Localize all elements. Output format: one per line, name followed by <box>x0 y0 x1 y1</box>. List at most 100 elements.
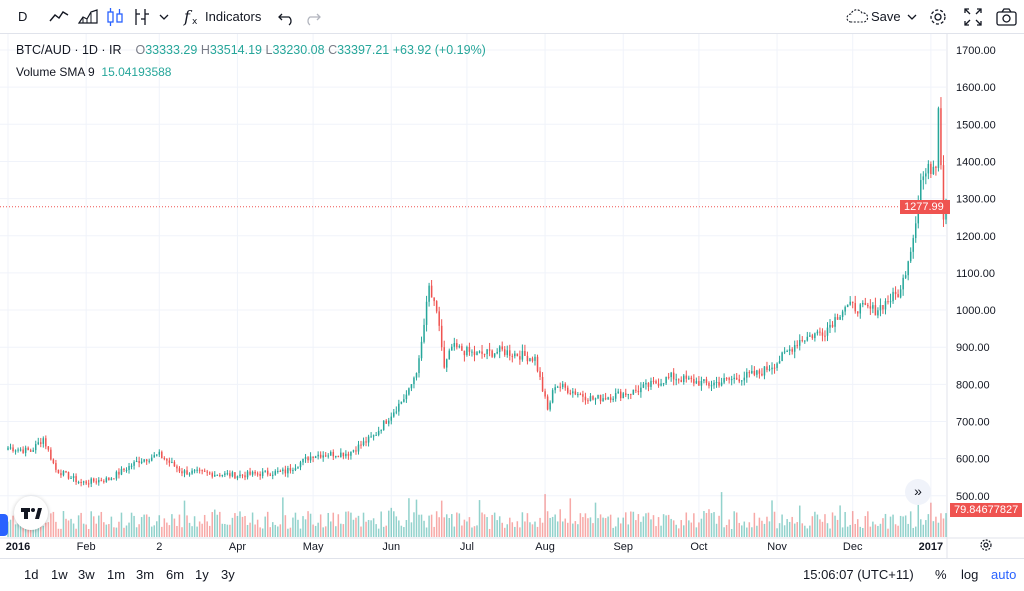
volume-bar <box>695 527 698 537</box>
volume-bar <box>607 516 609 537</box>
volume-bar <box>329 521 332 537</box>
candle-body <box>198 469 201 471</box>
gear-icon[interactable] <box>927 6 949 28</box>
range-button[interactable]: 1m <box>107 567 126 582</box>
candle-body <box>632 389 635 395</box>
candle-body <box>594 398 597 400</box>
chevron-down-icon[interactable] <box>905 6 919 28</box>
range-button[interactable]: 3y <box>221 567 235 582</box>
candle-body <box>733 377 735 380</box>
volume-bar <box>872 521 874 537</box>
redo-icon[interactable] <box>301 6 323 28</box>
volume-bar <box>756 525 758 537</box>
compare-icon[interactable] <box>131 6 153 28</box>
cloud-icon[interactable] <box>845 6 869 28</box>
candles-icon[interactable] <box>104 6 126 28</box>
candle-body <box>693 379 695 384</box>
volume-bar <box>410 522 413 537</box>
candle-body <box>70 477 72 479</box>
volume-bar <box>231 517 234 537</box>
volume-bar <box>324 526 327 537</box>
candle-body <box>466 346 468 356</box>
volume-bar <box>642 516 645 537</box>
volume-bar <box>254 524 256 537</box>
volume-bar <box>332 512 335 537</box>
candle-body <box>274 471 277 475</box>
candle-body <box>314 456 317 458</box>
volume-bar <box>922 524 925 537</box>
candle-body <box>266 470 269 475</box>
candle-body <box>370 436 372 438</box>
candle-body <box>660 383 662 386</box>
volume-bar <box>483 514 486 537</box>
time-tick-label: Jun <box>382 541 400 553</box>
interval-label: D <box>18 9 28 24</box>
camera-icon[interactable] <box>995 6 1019 28</box>
candle-body <box>367 436 370 443</box>
volume-bar <box>183 500 186 537</box>
volume-bar <box>887 528 889 537</box>
volume-bar <box>62 511 65 537</box>
candle-body <box>584 396 587 401</box>
candle-body <box>463 350 466 356</box>
range-button[interactable]: 3m <box>136 567 155 582</box>
interval-button[interactable]: D <box>18 6 27 28</box>
indicators-button[interactable]: Indicators <box>205 6 261 28</box>
volume-bar <box>287 528 289 537</box>
volume-bar <box>75 528 77 537</box>
save-button[interactable]: Save <box>871 6 901 28</box>
volume-bar <box>261 528 264 537</box>
left-panel-handle[interactable] <box>0 514 8 536</box>
candle-body <box>783 351 786 353</box>
time-tick-label: 2016 <box>6 541 30 553</box>
volume-bar <box>87 528 90 537</box>
candle-body <box>143 459 145 462</box>
range-button[interactable]: 1w <box>51 567 68 582</box>
auto-toggle[interactable]: auto <box>991 567 1017 582</box>
volume-bar <box>156 521 158 537</box>
log-toggle[interactable]: log <box>961 567 979 582</box>
volume-bar <box>451 514 453 537</box>
candle-body <box>95 481 98 483</box>
volume-bar <box>718 515 720 537</box>
fullscreen-icon[interactable] <box>962 6 984 28</box>
scroll-to-realtime-button[interactable]: » <box>905 479 931 505</box>
volume-bar <box>415 499 418 537</box>
candle-body <box>763 366 766 376</box>
volume-bar <box>927 514 930 537</box>
volume-bar <box>645 513 647 537</box>
range-button[interactable]: 1y <box>195 567 209 582</box>
candle-body <box>423 324 425 342</box>
candle-body <box>221 475 224 477</box>
candle-body <box>786 351 788 353</box>
volume-bar <box>786 519 788 537</box>
range-button[interactable]: 1d <box>24 567 39 582</box>
clock-timezone[interactable]: 15:06:07 (UTC+11) <box>803 567 914 582</box>
candle-body <box>602 398 604 402</box>
volume-bar <box>45 522 47 537</box>
volume-bar <box>478 500 481 537</box>
range-button[interactable]: 3w <box>78 567 95 582</box>
chevron-down-icon[interactable] <box>157 6 171 28</box>
volume-bar <box>635 520 637 537</box>
volume-bar <box>859 526 862 537</box>
candle-body <box>395 411 398 413</box>
volume-bar <box>481 512 483 537</box>
axis-settings-icon[interactable] <box>980 539 992 551</box>
percent-toggle[interactable]: % <box>935 567 947 582</box>
volume-bar <box>304 519 307 537</box>
line-chart-icon[interactable] <box>48 6 70 28</box>
volume-bar <box>246 524 249 537</box>
tradingview-logo[interactable] <box>14 496 48 530</box>
volume-bar <box>9 519 12 537</box>
candle-body <box>342 452 345 457</box>
candle-body <box>50 449 52 460</box>
volume-bar <box>819 519 821 537</box>
undo-icon[interactable] <box>276 6 298 28</box>
area-chart-icon[interactable] <box>77 6 99 28</box>
price-chart[interactable]: 1700.00 1600.00 1500.00 1400.00 1300.00 1200.… <box>0 34 1024 558</box>
volume-bar <box>100 511 103 537</box>
range-button[interactable]: 6m <box>166 567 185 582</box>
volume-bar <box>493 512 496 537</box>
